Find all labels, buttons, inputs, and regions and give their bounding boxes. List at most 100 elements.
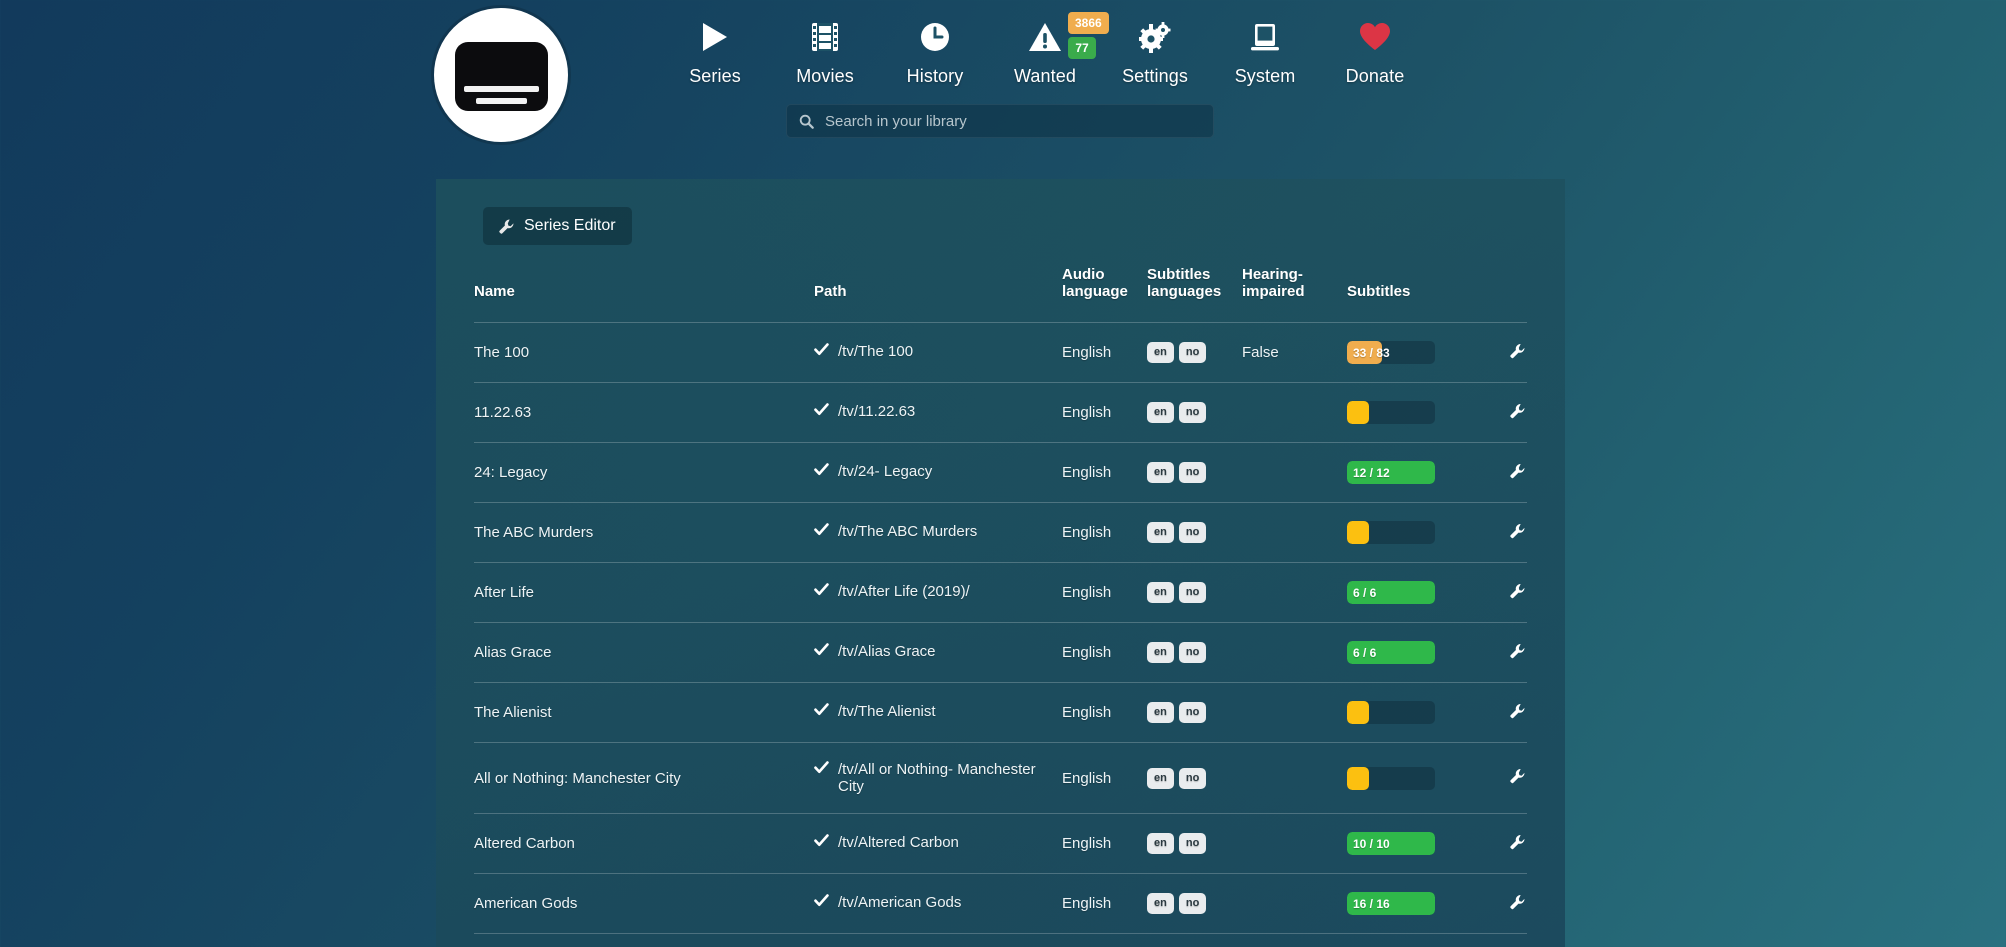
cell-subtitles[interactable]	[1347, 382, 1477, 443]
cell-subtitles[interactable]: 33 / 83	[1347, 322, 1477, 383]
table-body: The 100 /tv/The 100 English en no False 33 …	[474, 322, 1527, 947]
subtitles-progress-bar[interactable]: 33 / 83	[1347, 341, 1435, 364]
table-row[interactable]: 24: Legacy /tv/24- Legacy English en no 12…	[474, 442, 1527, 503]
language-pill[interactable]: en	[1147, 702, 1174, 723]
language-pill[interactable]: no	[1178, 342, 1207, 363]
badge-wanted-ok[interactable]: 77	[1068, 37, 1096, 59]
cell-subtitles[interactable]	[1347, 502, 1477, 563]
cell-path: /tv/The Americans (2013)	[814, 933, 1062, 947]
nav-item-movies[interactable]: Movies	[770, 14, 880, 87]
cell-subtitles[interactable]: 6 / 6	[1347, 622, 1477, 683]
subtitles-progress-bar[interactable]: 10 / 10	[1347, 832, 1435, 855]
col-header-subtitles[interactable]: Subtitles	[1347, 283, 1411, 300]
cell-name[interactable]: The 100	[474, 322, 814, 383]
logo-screen	[454, 41, 548, 111]
cell-subtitles[interactable]: 10 / 10	[1347, 813, 1477, 874]
cell-name[interactable]: All or Nothing: Manchester City	[474, 742, 814, 814]
cell-name[interactable]: After Life	[474, 562, 814, 623]
table-row[interactable]: Alias Grace /tv/Alias Grace English en no …	[474, 622, 1527, 683]
language-pill[interactable]: no	[1178, 642, 1207, 663]
table-row[interactable]: The Americans (2013) /tv/The Americans (…	[474, 933, 1527, 947]
nav-item-wanted[interactable]: 3866 77 Wanted	[990, 12, 1109, 87]
badge-wanted-count[interactable]: 3866	[1068, 12, 1109, 34]
language-pill[interactable]: en	[1147, 642, 1174, 663]
language-pill[interactable]: en	[1147, 767, 1174, 789]
language-pill[interactable]: en	[1147, 342, 1174, 363]
row-edit-button[interactable]	[1510, 463, 1525, 482]
cell-subtitles[interactable]: 43 / 75	[1347, 933, 1477, 947]
language-pill[interactable]: no	[1178, 893, 1207, 914]
row-edit-button[interactable]	[1510, 703, 1525, 722]
subtitles-progress-bar[interactable]: 6 / 6	[1347, 641, 1435, 664]
language-pill[interactable]: no	[1178, 767, 1207, 789]
table-row[interactable]: The ABC Murders /tv/The ABC Murders Engl…	[474, 502, 1527, 563]
language-pill[interactable]: no	[1178, 522, 1207, 543]
row-edit-button[interactable]	[1510, 768, 1525, 787]
table-row[interactable]: The Alienist /tv/The Alienist English en n…	[474, 682, 1527, 743]
language-pill[interactable]: en	[1147, 833, 1174, 854]
language-pill[interactable]: en	[1147, 522, 1174, 543]
language-pill[interactable]: no	[1178, 402, 1207, 423]
table-row[interactable]: Altered Carbon /tv/Altered Carbon Englis…	[474, 813, 1527, 874]
row-edit-button[interactable]	[1510, 583, 1525, 602]
table-row[interactable]: American Gods /tv/American Gods English e…	[474, 873, 1527, 934]
cell-subtitles[interactable]: 12 / 12	[1347, 442, 1477, 503]
language-pill[interactable]: en	[1147, 582, 1174, 603]
col-header-name[interactable]: Name	[474, 283, 515, 300]
subtitles-progress-bar[interactable]: 12 / 12	[1347, 461, 1435, 484]
series-editor-button[interactable]: Series Editor	[483, 207, 632, 245]
subtitles-progress-bar[interactable]	[1347, 766, 1435, 790]
wrench-icon	[1510, 403, 1525, 422]
cell-name[interactable]: 24: Legacy	[474, 442, 814, 503]
cell-name[interactable]: The Alienist	[474, 682, 814, 743]
subtitles-progress-bar[interactable]: 16 / 16	[1347, 892, 1435, 915]
col-header-subtitles-languages[interactable]: Subtitles languages	[1147, 266, 1222, 300]
language-pill[interactable]: en	[1147, 462, 1174, 483]
table-row[interactable]: 11.22.63 /tv/11.22.63 English en no	[474, 382, 1527, 443]
cell-name[interactable]: 11.22.63	[474, 382, 814, 443]
cell-subtitles[interactable]: 16 / 16	[1347, 873, 1477, 934]
row-edit-button[interactable]	[1510, 894, 1525, 913]
cell-name[interactable]: The Americans (2013)	[474, 933, 814, 947]
table-row[interactable]: After Life /tv/After Life (2019)/ Englis…	[474, 562, 1527, 623]
search-bar[interactable]	[786, 104, 1214, 138]
cell-hearing-impaired	[1242, 682, 1347, 743]
cell-subtitles[interactable]	[1347, 742, 1477, 814]
cell-name[interactable]: Alias Grace	[474, 622, 814, 683]
row-edit-button[interactable]	[1510, 834, 1525, 853]
wrench-icon	[1510, 643, 1525, 662]
subtitles-progress-bar[interactable]	[1347, 701, 1435, 724]
nav-item-series[interactable]: Series	[660, 14, 770, 87]
col-header-hearing-impaired[interactable]: Hearing-impaired	[1242, 266, 1305, 300]
language-pill[interactable]: no	[1178, 462, 1207, 483]
main-navigation: Series M	[660, 12, 1430, 87]
row-edit-button[interactable]	[1510, 643, 1525, 662]
subtitles-progress-bar[interactable]	[1347, 521, 1435, 544]
cell-subtitles[interactable]	[1347, 682, 1477, 743]
language-pill[interactable]: no	[1178, 582, 1207, 603]
col-header-audio-language[interactable]: Audio language	[1062, 266, 1128, 300]
language-pill[interactable]: en	[1147, 893, 1174, 914]
row-edit-button[interactable]	[1510, 523, 1525, 542]
nav-item-history[interactable]: History	[880, 14, 990, 87]
table-row[interactable]: All or Nothing: Manchester City /tv/All …	[474, 742, 1527, 814]
col-header-path[interactable]: Path	[814, 283, 847, 300]
nav-item-settings[interactable]: Settings	[1100, 14, 1210, 87]
bazarr-logo[interactable]	[434, 8, 568, 142]
language-pill[interactable]: no	[1178, 702, 1207, 723]
cell-name[interactable]: Altered Carbon	[474, 813, 814, 874]
cell-subtitles[interactable]: 6 / 6	[1347, 562, 1477, 623]
subtitles-progress-bar[interactable]: 6 / 6	[1347, 581, 1435, 604]
row-edit-button[interactable]	[1510, 343, 1525, 362]
cell-name[interactable]: American Gods	[474, 873, 814, 934]
table-row[interactable]: The 100 /tv/The 100 English en no False 33 …	[474, 322, 1527, 383]
subtitles-progress-bar[interactable]	[1347, 401, 1435, 424]
nav-item-system[interactable]: System	[1210, 14, 1320, 87]
row-edit-button[interactable]	[1510, 403, 1525, 422]
language-pill[interactable]: en	[1147, 402, 1174, 423]
language-pill[interactable]: no	[1178, 833, 1207, 854]
cell-audio-language: English	[1062, 682, 1147, 743]
cell-name[interactable]: The ABC Murders	[474, 502, 814, 563]
nav-item-donate[interactable]: Donate	[1320, 14, 1430, 87]
search-input[interactable]	[825, 112, 1201, 130]
